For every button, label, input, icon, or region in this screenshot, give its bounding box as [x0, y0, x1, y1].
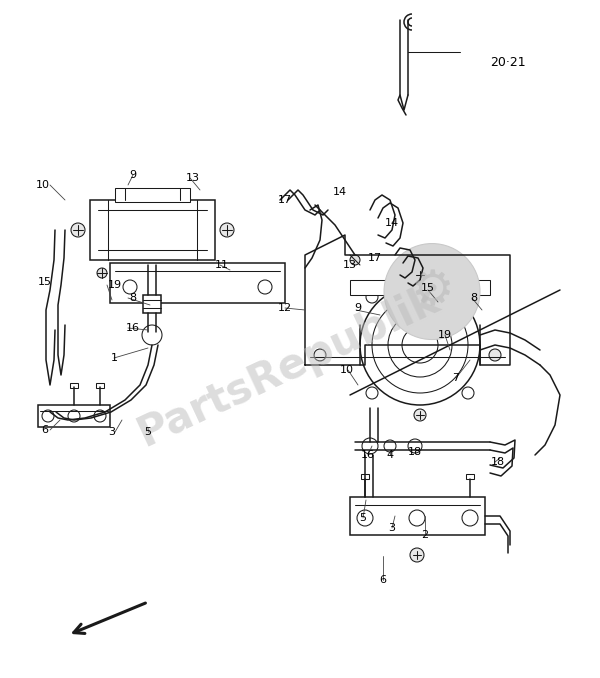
Text: 14: 14	[333, 187, 347, 197]
Circle shape	[384, 243, 480, 340]
Circle shape	[410, 548, 424, 562]
Bar	[110, 263, 285, 303]
Text: 8: 8	[470, 293, 478, 303]
Text: 7: 7	[452, 373, 460, 383]
Text: 19: 19	[108, 280, 122, 290]
Text: 13: 13	[186, 173, 200, 183]
Text: 18: 18	[491, 457, 505, 467]
Text: 10: 10	[340, 365, 354, 375]
Text: 12: 12	[278, 303, 292, 313]
Bar	[466, 474, 474, 479]
Text: 15: 15	[38, 277, 52, 287]
Bar	[115, 188, 190, 202]
Text: 18: 18	[408, 447, 422, 457]
Text: 13: 13	[343, 260, 357, 270]
Text: 19: 19	[438, 330, 452, 340]
Text: ⚙: ⚙	[410, 268, 454, 315]
Circle shape	[350, 255, 360, 265]
Text: 5: 5	[359, 513, 367, 523]
Circle shape	[414, 269, 426, 281]
Text: 14: 14	[385, 218, 399, 228]
Bar	[90, 200, 215, 260]
Text: 3: 3	[389, 523, 395, 533]
Text: 15: 15	[421, 283, 435, 293]
Circle shape	[220, 223, 234, 237]
Text: 17: 17	[278, 195, 292, 205]
Bar	[143, 295, 161, 313]
Circle shape	[489, 349, 501, 361]
Text: 16: 16	[361, 450, 375, 460]
Text: 20·21: 20·21	[490, 56, 526, 68]
Bar	[38, 405, 110, 427]
Text: 16: 16	[126, 323, 140, 333]
Circle shape	[97, 268, 107, 278]
Text: 8: 8	[130, 293, 137, 303]
Bar	[70, 383, 78, 388]
Text: 6: 6	[41, 425, 49, 435]
Text: 17: 17	[368, 253, 382, 263]
Bar	[350, 497, 485, 535]
Text: 9: 9	[355, 303, 362, 313]
Text: 4: 4	[386, 450, 394, 460]
Bar	[96, 383, 104, 388]
Text: 5: 5	[145, 427, 151, 437]
Text: PartsRepublik: PartsRepublik	[130, 278, 446, 454]
Text: 1: 1	[110, 353, 118, 363]
Circle shape	[314, 349, 326, 361]
Circle shape	[414, 409, 426, 421]
Bar	[361, 474, 369, 479]
Text: 3: 3	[109, 427, 115, 437]
Text: 6: 6	[380, 575, 386, 585]
Bar	[350, 280, 490, 295]
Text: 10: 10	[36, 180, 50, 190]
Text: 2: 2	[421, 530, 428, 540]
Text: 11: 11	[215, 260, 229, 270]
Text: 9: 9	[130, 170, 137, 180]
Circle shape	[71, 223, 85, 237]
